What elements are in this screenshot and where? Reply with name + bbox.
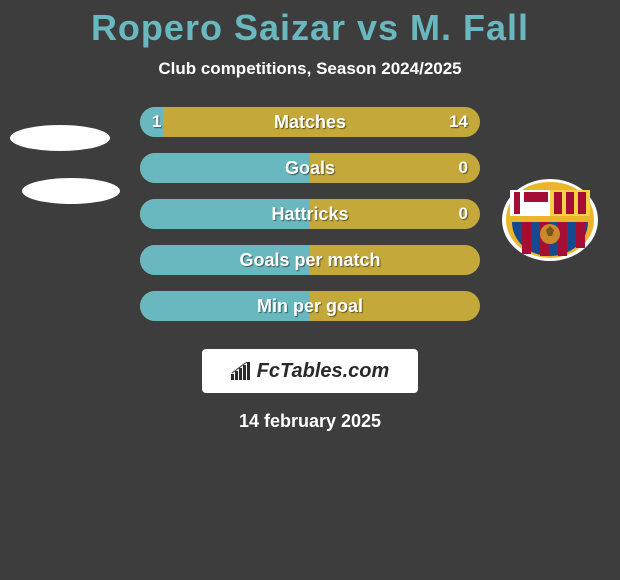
stat-row: 1 Matches 14: [140, 107, 480, 137]
stat-value-right: 0: [459, 204, 468, 224]
stat-value-right: 0: [459, 158, 468, 178]
player-ellipse: [10, 125, 110, 151]
stat-label: Goals per match: [239, 250, 380, 271]
stat-row: Goals per match: [140, 245, 480, 275]
fctables-logo: FcTables.com: [202, 349, 418, 393]
bar-chart-icon: [231, 362, 253, 380]
stat-row: Hattricks 0: [140, 199, 480, 229]
fc-barcelona-crest: [500, 178, 600, 262]
stat-row: Goals 0: [140, 153, 480, 183]
stat-label: Matches: [274, 112, 346, 133]
stat-value-left: 1: [152, 112, 161, 132]
player-ellipse: [22, 178, 120, 204]
page-subtitle: Club competitions, Season 2024/2025: [158, 59, 461, 79]
logo-text: FcTables.com: [257, 360, 390, 383]
stat-row: Min per goal: [140, 291, 480, 321]
stat-label: Hattricks: [271, 204, 348, 225]
stat-label: Goals: [285, 158, 335, 179]
date-text: 14 february 2025: [239, 411, 381, 432]
stat-label: Min per goal: [257, 296, 363, 317]
page-title: Ropero Saizar vs M. Fall: [91, 7, 529, 49]
stat-value-right: 14: [449, 112, 468, 132]
stats-area: 1 Matches 14 Goals 0 Hattricks 0 Goals per matc…: [140, 107, 480, 337]
